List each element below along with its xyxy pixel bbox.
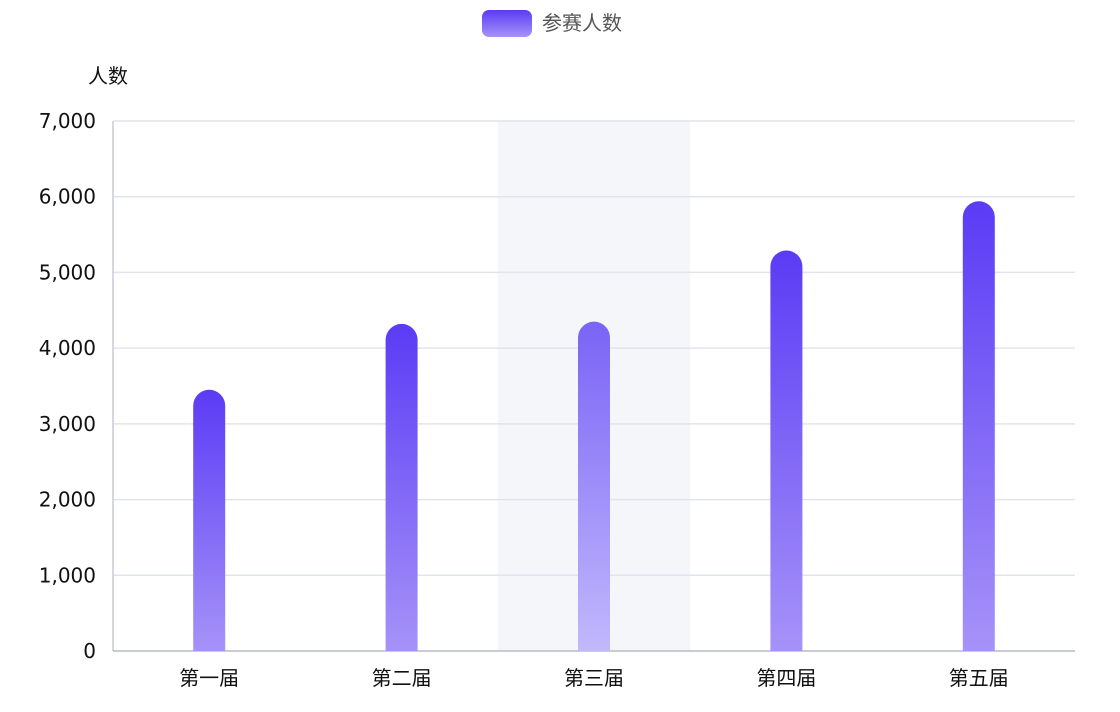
y-tick-label: 3,000 [39, 412, 96, 436]
x-tick-label: 第四届 [756, 666, 816, 690]
y-tick-label: 7,000 [39, 109, 96, 133]
y-tick-label: 5,000 [39, 260, 96, 284]
legend-label[interactable]: 参赛人数 [542, 11, 622, 35]
legend[interactable]: 参赛人数 [482, 10, 622, 37]
x-tick-label: 第一届 [179, 666, 239, 690]
y-tick-label: 1,000 [39, 563, 96, 587]
bar-5[interactable] [962, 201, 995, 651]
bar-2[interactable] [385, 323, 418, 651]
x-tick-label: 第二届 [372, 666, 432, 690]
bar-3[interactable] [578, 321, 610, 651]
x-tick-label: 第三届 [564, 666, 624, 690]
y-tick-label: 2,000 [39, 488, 96, 512]
y-axis-title: 人数 [88, 64, 128, 88]
bar-1[interactable] [193, 389, 226, 651]
y-tick-label: 4,000 [39, 336, 96, 360]
x-tick-label: 第五届 [949, 666, 1009, 690]
legend-swatch[interactable] [482, 10, 532, 37]
bar-4[interactable] [770, 250, 803, 651]
y-tick-label: 0 [83, 639, 96, 663]
y-tick-label: 6,000 [39, 185, 96, 209]
